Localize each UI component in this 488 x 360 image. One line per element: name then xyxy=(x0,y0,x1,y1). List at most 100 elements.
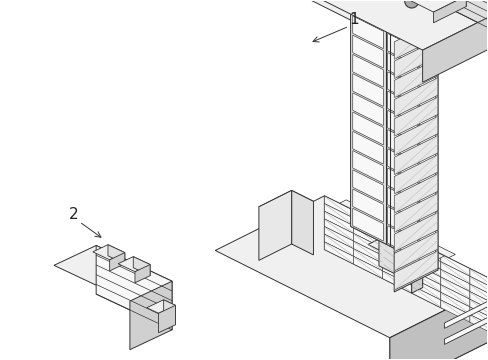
Polygon shape xyxy=(324,196,488,337)
Polygon shape xyxy=(352,35,383,68)
Polygon shape xyxy=(387,207,435,248)
Polygon shape xyxy=(393,231,437,271)
Polygon shape xyxy=(163,300,175,325)
Polygon shape xyxy=(469,284,488,306)
Polygon shape xyxy=(387,72,435,113)
Polygon shape xyxy=(382,271,411,293)
Polygon shape xyxy=(387,0,435,36)
Polygon shape xyxy=(393,116,437,156)
Polygon shape xyxy=(324,242,353,264)
Polygon shape xyxy=(130,281,172,350)
Polygon shape xyxy=(352,189,383,222)
Polygon shape xyxy=(393,59,437,98)
Polygon shape xyxy=(393,20,437,59)
Polygon shape xyxy=(258,190,291,260)
Circle shape xyxy=(404,0,418,8)
Polygon shape xyxy=(133,257,150,276)
Polygon shape xyxy=(411,270,440,292)
Polygon shape xyxy=(352,74,383,107)
Polygon shape xyxy=(469,292,488,314)
Polygon shape xyxy=(353,218,382,240)
Polygon shape xyxy=(393,251,437,290)
Polygon shape xyxy=(352,0,383,30)
Polygon shape xyxy=(393,155,437,194)
Polygon shape xyxy=(118,257,150,272)
Polygon shape xyxy=(258,190,313,218)
Polygon shape xyxy=(109,253,124,271)
Polygon shape xyxy=(353,241,382,263)
Polygon shape xyxy=(393,174,437,213)
Polygon shape xyxy=(352,16,383,49)
Polygon shape xyxy=(393,39,437,78)
Polygon shape xyxy=(352,54,383,87)
Polygon shape xyxy=(54,246,172,301)
Polygon shape xyxy=(387,226,435,267)
Polygon shape xyxy=(469,315,488,337)
Polygon shape xyxy=(382,233,411,255)
Polygon shape xyxy=(146,300,175,313)
Polygon shape xyxy=(93,245,124,260)
Polygon shape xyxy=(324,226,353,249)
Polygon shape xyxy=(352,208,383,241)
Polygon shape xyxy=(433,0,466,6)
Polygon shape xyxy=(387,130,435,171)
Polygon shape xyxy=(324,196,353,218)
Polygon shape xyxy=(352,112,383,145)
Polygon shape xyxy=(353,211,382,233)
Polygon shape xyxy=(440,292,469,315)
Polygon shape xyxy=(440,269,469,292)
Polygon shape xyxy=(411,255,440,277)
Polygon shape xyxy=(393,193,437,233)
Polygon shape xyxy=(324,203,353,226)
Polygon shape xyxy=(387,149,435,190)
Polygon shape xyxy=(335,0,488,39)
Polygon shape xyxy=(393,135,437,175)
Polygon shape xyxy=(352,131,383,164)
Polygon shape xyxy=(96,246,172,330)
Polygon shape xyxy=(382,256,411,278)
Polygon shape xyxy=(324,211,353,233)
Polygon shape xyxy=(444,301,487,328)
Text: 1: 1 xyxy=(348,12,358,27)
Polygon shape xyxy=(324,219,353,241)
Polygon shape xyxy=(387,168,435,210)
Polygon shape xyxy=(382,263,411,285)
Polygon shape xyxy=(389,283,488,360)
Polygon shape xyxy=(389,283,488,360)
Polygon shape xyxy=(352,150,383,183)
Polygon shape xyxy=(411,278,440,300)
Polygon shape xyxy=(353,249,382,271)
Polygon shape xyxy=(158,305,175,333)
Polygon shape xyxy=(469,276,488,298)
Polygon shape xyxy=(291,190,313,255)
Polygon shape xyxy=(433,0,466,23)
Polygon shape xyxy=(378,239,422,288)
Polygon shape xyxy=(108,245,124,264)
Polygon shape xyxy=(387,14,435,56)
Polygon shape xyxy=(352,93,383,126)
Polygon shape xyxy=(393,20,437,292)
Polygon shape xyxy=(387,91,435,132)
Polygon shape xyxy=(411,239,440,262)
Polygon shape xyxy=(382,240,411,262)
Polygon shape xyxy=(422,6,488,82)
Polygon shape xyxy=(440,300,469,322)
Polygon shape xyxy=(411,261,422,293)
Polygon shape xyxy=(440,254,469,276)
Polygon shape xyxy=(469,299,488,321)
Polygon shape xyxy=(469,269,488,291)
Text: 2: 2 xyxy=(68,207,78,222)
Polygon shape xyxy=(350,0,437,270)
Polygon shape xyxy=(440,285,469,307)
Polygon shape xyxy=(324,234,353,256)
Polygon shape xyxy=(469,307,488,329)
Polygon shape xyxy=(353,233,382,256)
Polygon shape xyxy=(393,97,437,136)
Polygon shape xyxy=(411,285,440,308)
Polygon shape xyxy=(247,0,488,50)
Polygon shape xyxy=(440,277,469,299)
Polygon shape xyxy=(387,187,435,229)
Polygon shape xyxy=(306,0,437,42)
Polygon shape xyxy=(352,170,383,203)
Polygon shape xyxy=(353,256,382,279)
